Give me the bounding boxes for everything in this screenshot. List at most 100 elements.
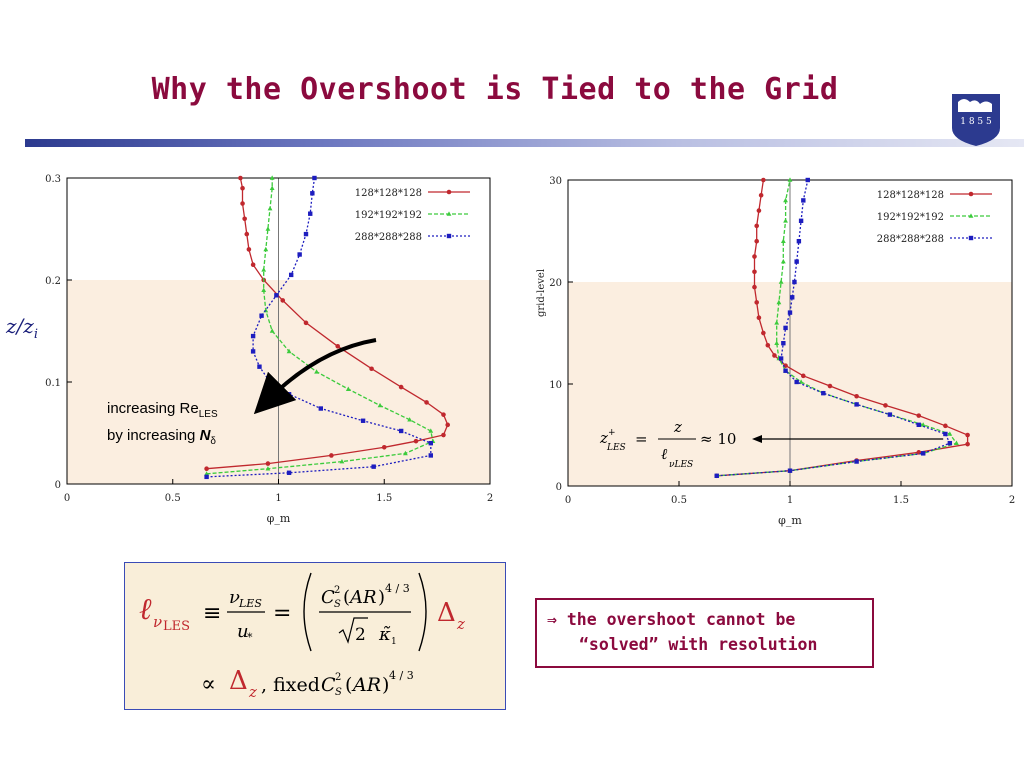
data-point (780, 259, 786, 264)
legend-marker (446, 189, 452, 195)
legend-marker (968, 213, 974, 218)
data-point (318, 406, 323, 411)
data-point (772, 353, 777, 358)
svg-text:AR: AR (348, 587, 377, 608)
data-point (265, 466, 271, 471)
data-point (261, 287, 267, 292)
legend-marker (446, 233, 452, 239)
title-underline-bar (25, 139, 1024, 147)
data-point (781, 341, 786, 346)
svg-text:S: S (335, 687, 342, 698)
data-point (821, 390, 826, 396)
data-point (854, 393, 859, 399)
data-point (798, 218, 804, 223)
data-point (381, 444, 387, 450)
svg-text:z: z (673, 418, 682, 436)
data-point (238, 175, 243, 181)
data-point (787, 177, 793, 182)
university-seal-icon: 1 8 5 5 (952, 94, 1000, 146)
data-point (428, 428, 434, 433)
data-point (801, 373, 806, 379)
svg-text:*: * (247, 631, 253, 644)
data-point (965, 441, 970, 447)
x-tick-label: 0.5 (165, 493, 181, 504)
data-point (265, 461, 271, 466)
x-tick-label: 2 (1009, 495, 1015, 506)
data-point (754, 223, 759, 229)
data-point (714, 473, 719, 478)
y-tick-label: 0 (556, 482, 562, 493)
data-point (943, 423, 948, 429)
data-point (792, 279, 797, 285)
x-tick-label: 1.5 (893, 495, 909, 506)
data-point (752, 284, 757, 290)
svg-text:ℓ: ℓ (661, 445, 667, 463)
svg-text:ν: ν (153, 613, 162, 631)
data-point (428, 453, 433, 458)
svg-text:1: 1 (391, 637, 397, 647)
seal-text: 1 8 5 5 (960, 117, 992, 127)
data-point (303, 320, 309, 326)
data-point (297, 252, 302, 257)
data-point (783, 368, 788, 373)
data-point (758, 193, 764, 198)
chart-left: 0 0.5 1 1.5 2 0 0.1 0.2 0.3 φ_m 128*128*128 192*192… (45, 174, 493, 525)
data-point (240, 185, 245, 191)
svg-text:+: + (608, 428, 616, 438)
data-point (250, 349, 256, 354)
x-tick-label: 2 (487, 493, 493, 504)
x-tick-label: 0.5 (671, 495, 687, 506)
data-point (752, 269, 757, 275)
data-point (250, 262, 256, 267)
svg-text:LES: LES (606, 443, 626, 453)
svg-text:2: 2 (334, 585, 340, 596)
y-tick-label: 0.2 (45, 276, 61, 287)
data-point (441, 432, 446, 438)
data-point (335, 344, 341, 349)
data-point (244, 231, 250, 237)
x-axis-label: φ_m (267, 512, 291, 525)
data-point (263, 246, 269, 252)
data-point (246, 247, 252, 252)
svg-text:≈ 10: ≈ 10 (700, 430, 736, 448)
data-point (288, 272, 294, 278)
data-point (441, 412, 446, 417)
data-point (261, 267, 267, 272)
data-point (242, 216, 247, 222)
data-point (398, 428, 404, 434)
svg-text:LES: LES (238, 597, 262, 610)
data-point (787, 310, 793, 315)
svg-text:=: = (635, 430, 648, 448)
svg-text:z: z (599, 429, 608, 447)
data-point (754, 238, 759, 244)
svg-text:z: z (456, 615, 465, 633)
svg-text:=: = (273, 601, 291, 626)
data-point (371, 464, 376, 469)
svg-text:z: z (248, 683, 257, 701)
data-point (954, 440, 959, 445)
data-point (756, 208, 762, 213)
svg-text:C: C (321, 587, 335, 608)
data-point (280, 298, 286, 303)
data-point (250, 333, 256, 339)
svg-text:, fixed: , fixed (261, 674, 320, 696)
svg-text:(: ( (345, 674, 352, 696)
legend-marker (968, 191, 974, 197)
data-point (947, 431, 953, 436)
data-point (377, 402, 383, 408)
slide-title: Why the Overshoot is Tied to the Grid (151, 72, 839, 107)
series-line-1 (716, 179, 958, 477)
overshoot-annotation: increasing ReLES by increasing Nδ (107, 400, 218, 447)
data-point (286, 392, 292, 397)
data-point (805, 177, 810, 183)
legend-label: 288*288*288 (877, 234, 944, 245)
data-point (424, 400, 429, 405)
data-point (204, 466, 209, 472)
data-point (204, 471, 209, 476)
svg-text:Δ: Δ (437, 598, 456, 628)
x-tick-label: 1.5 (376, 493, 392, 504)
svg-text:LES: LES (163, 619, 190, 634)
data-point (407, 417, 413, 422)
data-point (360, 418, 366, 423)
svg-text:νLES: νLES (669, 460, 693, 470)
